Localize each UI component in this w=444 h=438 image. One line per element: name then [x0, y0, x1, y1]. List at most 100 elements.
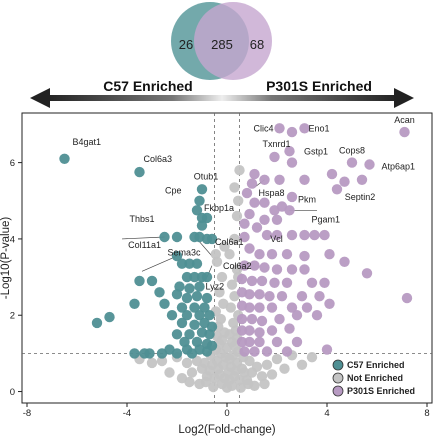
data-point: [286, 191, 298, 203]
venn-circle-p301s: [194, 2, 272, 80]
data-point: [324, 298, 335, 309]
data-point: [181, 357, 193, 369]
legend-swatch: [332, 372, 344, 384]
gene-label-acan: Acan: [394, 115, 415, 125]
gene-label-cops8: Cops8: [339, 146, 365, 156]
data-point: [266, 249, 278, 260]
data-point: [186, 367, 198, 378]
data-point: [259, 262, 270, 273]
gene-label-otub1: Otub1: [194, 171, 219, 181]
data-point: [233, 195, 244, 206]
data-point: [184, 376, 195, 388]
x-tick-label: 0: [224, 408, 229, 419]
x-tick-label: 8: [424, 408, 429, 419]
data-point: [261, 229, 273, 241]
data-point: [251, 222, 263, 233]
x-tick-label: -8: [23, 408, 31, 419]
data-point: [249, 346, 260, 357]
x-tick-label: 4: [324, 408, 329, 419]
data-point: [254, 302, 265, 313]
data-point: [231, 210, 243, 222]
data-point: [204, 329, 215, 340]
data-point: [281, 249, 293, 260]
data-point: [189, 302, 200, 313]
data-point: [284, 205, 295, 216]
x-axis-title: Log2(Fold-change): [178, 424, 275, 436]
data-point: [204, 310, 215, 321]
arrow-head-left: [30, 88, 50, 108]
data-point: [269, 277, 280, 288]
data-point: [254, 289, 265, 300]
data-point: [271, 229, 283, 241]
data-point: [154, 287, 165, 298]
y-tick-label: 6: [10, 158, 15, 169]
data-point: [299, 123, 310, 134]
gene-label-txnrd1: Txnrd1: [262, 139, 290, 149]
data-point: [104, 311, 115, 323]
gene-label-pgam1: Pgam1: [312, 214, 341, 224]
data-point: [319, 229, 330, 241]
data-point: [286, 157, 298, 168]
data-point: [156, 355, 168, 367]
data-point: [171, 348, 183, 359]
data-point: [286, 229, 298, 241]
gene-label-gstp1: Gstp1: [304, 147, 328, 157]
data-point: [189, 319, 200, 330]
gene-label-col6a2: Col6a2: [223, 261, 252, 271]
data-point: [129, 298, 140, 309]
data-point: [181, 310, 193, 321]
data-point: [246, 275, 258, 287]
data-point: [194, 378, 205, 390]
data-point: [159, 298, 170, 309]
data-point: [156, 348, 168, 359]
data-point: [286, 302, 298, 313]
gene-label-col6a1: Col6a1: [215, 237, 244, 247]
data-point: [364, 159, 375, 170]
data-point: [189, 271, 200, 283]
arrow-head-right: [394, 88, 414, 108]
gene-label-fkbp1a: Fkbp1a: [204, 203, 234, 213]
y-axis: 0 2 4 6: [10, 158, 22, 398]
x-axis: -8 -4 0 4 8: [23, 403, 430, 419]
data-point: [269, 151, 280, 163]
data-point: [291, 336, 303, 348]
data-point: [356, 174, 368, 185]
data-point: [184, 283, 195, 294]
data-point: [306, 352, 318, 363]
enrichment-arrow: C57 Enriched P301S Enriched: [30, 78, 414, 108]
arrow-label-c57: C57 Enriched: [103, 78, 192, 94]
data-point: [229, 182, 240, 193]
data-point: [299, 229, 310, 241]
data-point: [191, 355, 203, 367]
data-point: [249, 260, 260, 271]
data-point: [184, 258, 195, 269]
gene-labels: B4gat1 Col6a3 Otub1 Clic4 Eno1 Acan Txnrd1 Gstp…: [73, 115, 416, 292]
data-point: [271, 214, 283, 225]
data-point: [134, 166, 145, 178]
data-point: [239, 218, 250, 229]
data-point: [286, 126, 298, 138]
data-point: [244, 243, 255, 254]
data-point: [239, 260, 250, 271]
data-point: [326, 168, 338, 180]
data-point: [271, 264, 283, 275]
data-point: [261, 346, 273, 357]
label-pointer: [121, 236, 165, 240]
data-point: [274, 123, 285, 134]
data-point: [164, 367, 175, 378]
data-point: [196, 184, 208, 195]
data-point: [196, 220, 208, 231]
data-point: [215, 313, 226, 325]
data-point: [234, 165, 245, 176]
gene-label-b4gat1: B4gat1: [73, 137, 102, 147]
data-point: [256, 275, 268, 287]
data-point: [259, 197, 270, 208]
gene-label-sema3c: Sema3c: [167, 248, 201, 258]
data-point: [236, 336, 248, 348]
data-point: [201, 292, 213, 304]
data-point: [176, 317, 188, 329]
data-point: [244, 289, 255, 300]
data-point: [324, 249, 335, 260]
data-point: [191, 258, 203, 269]
data-point: [196, 212, 208, 224]
